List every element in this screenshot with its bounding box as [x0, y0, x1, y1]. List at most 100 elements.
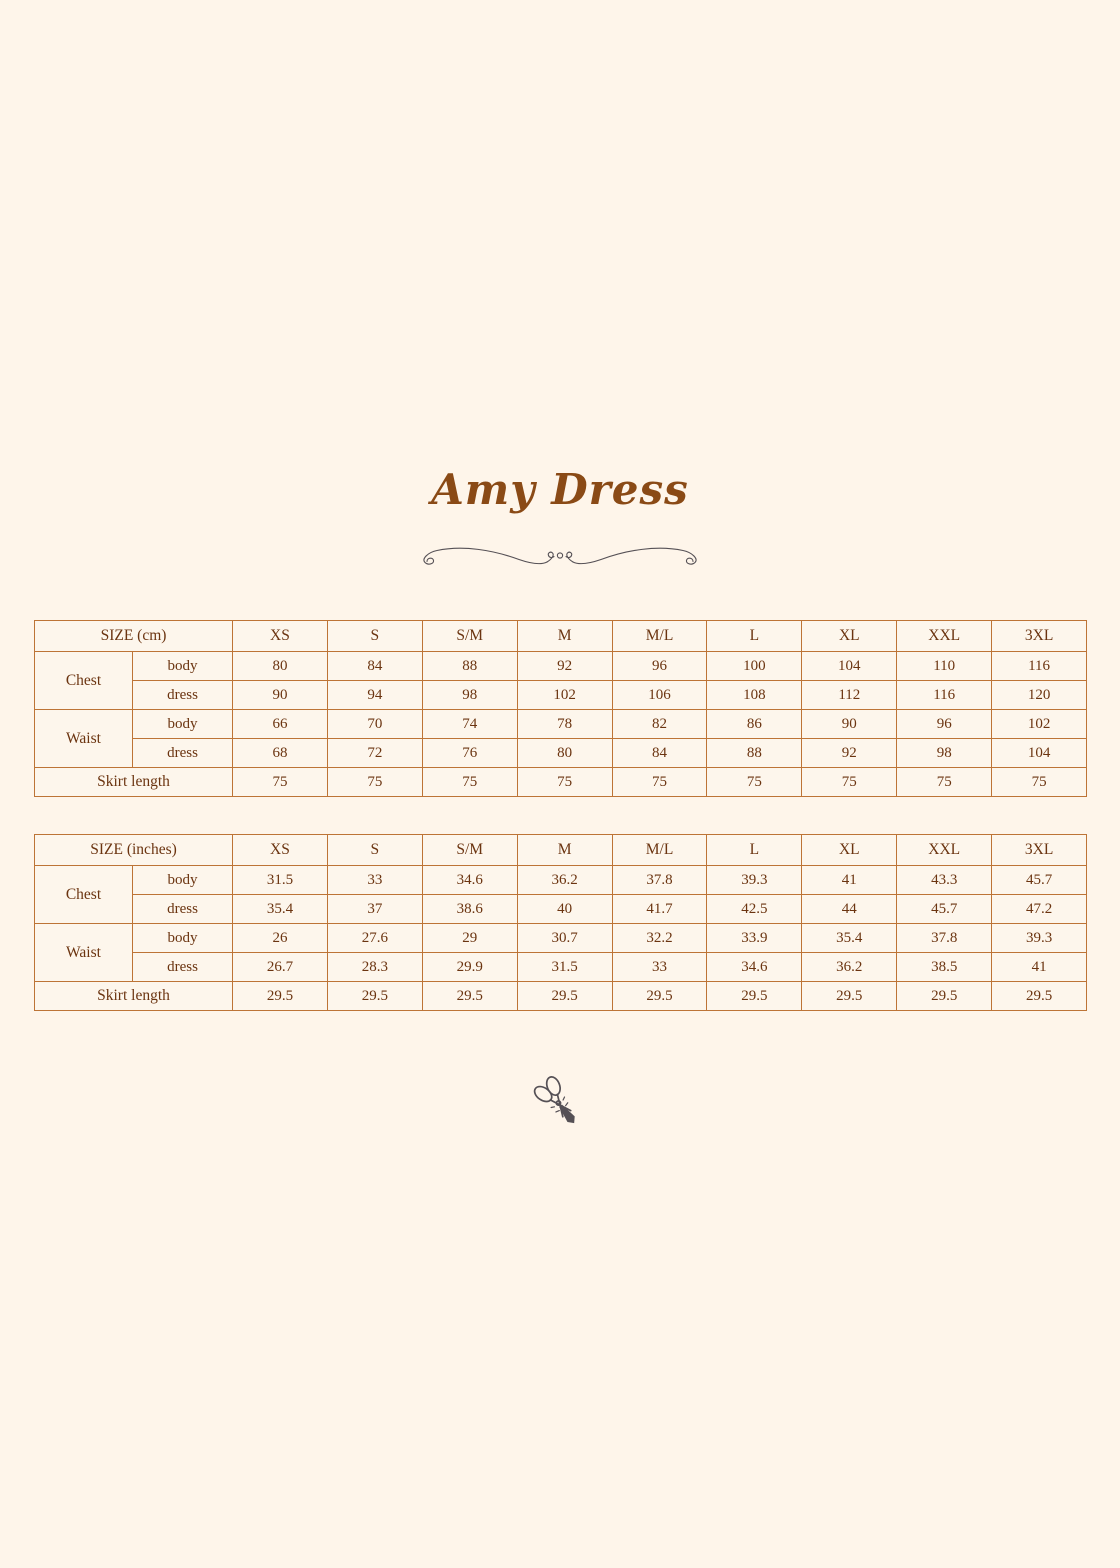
- measurement-value: 38.6: [421, 894, 518, 924]
- measurement-value: 37.8: [611, 865, 708, 895]
- measurement-value: 26: [232, 923, 328, 953]
- size-column-header: XS: [232, 620, 328, 652]
- measurement-value: 34.6: [421, 865, 518, 895]
- measurement-value: 75: [421, 767, 518, 797]
- measurement-value: 100: [706, 651, 803, 681]
- measurement-value: 26.7: [232, 952, 328, 982]
- measurement-value: 31.5: [516, 952, 613, 982]
- measurement-value: 33: [326, 865, 423, 895]
- measurement-value: 98: [421, 680, 518, 710]
- measurement-value: 44: [801, 894, 898, 924]
- measurement-value: 34.6: [706, 952, 803, 982]
- measurement-value: 94: [326, 680, 423, 710]
- measurement-group-label: Waist: [34, 923, 133, 982]
- measurement-value: 84: [326, 651, 423, 681]
- measurement-value: 110: [896, 651, 993, 681]
- table-row: Chest body 31.5 33 34.6 36.2 37.8 39.3 4…: [34, 865, 1088, 924]
- measurement-sub-label: dress: [131, 738, 234, 768]
- table-row: Skirt length 75 75 75 75 75 75 75 75 75: [33, 767, 1088, 797]
- measurement-value: 106: [611, 680, 708, 710]
- measurement-value: 78: [516, 709, 613, 739]
- measurement-value: 96: [611, 651, 708, 681]
- skirt-length-label: Skirt length: [33, 981, 234, 1011]
- measurement-value: 38.5: [896, 952, 993, 982]
- measurement-value: 29.5: [421, 981, 518, 1011]
- table-header-row: SIZE (inches) XS S S/M M M/L L XL XXL 3X…: [33, 834, 1088, 866]
- measurement-value: 70: [326, 709, 423, 739]
- measurement-value: 36.2: [801, 952, 898, 982]
- measurement-value: 88: [706, 738, 803, 768]
- measurement-value: 116: [991, 651, 1088, 681]
- measurement-value: 30.7: [516, 923, 613, 953]
- measurement-value: 68: [232, 738, 328, 768]
- measurement-value: 116: [896, 680, 993, 710]
- measurement-value: 47.2: [991, 894, 1088, 924]
- measurement-value: 88: [421, 651, 518, 681]
- table-row: dress 35.4 37 38.6 40 41.7 42.5 44 45.7 …: [35, 894, 1088, 924]
- measurement-sub-label: body: [131, 651, 234, 681]
- measurement-value: 80: [232, 651, 328, 681]
- size-table-cm: SIZE (cm) XS S S/M M M/L L XL XXL 3XL Ch…: [33, 620, 1088, 797]
- size-column-header: XL: [801, 834, 898, 866]
- measurement-value: 108: [706, 680, 803, 710]
- size-column-header: S/M: [421, 620, 518, 652]
- measurement-value: 66: [232, 709, 328, 739]
- measurement-value: 75: [706, 767, 803, 797]
- measurement-value: 75: [611, 767, 708, 797]
- size-column-header: M/L: [611, 620, 708, 652]
- measurement-value: 75: [516, 767, 613, 797]
- measurement-value: 29.5: [611, 981, 708, 1011]
- table-row: Skirt length 29.5 29.5 29.5 29.5 29.5 29…: [33, 981, 1088, 1011]
- size-column-header: 3XL: [991, 620, 1088, 652]
- measurement-value: 41.7: [611, 894, 708, 924]
- measurement-sub-label: dress: [131, 894, 234, 924]
- measurement-value: 43.3: [896, 865, 993, 895]
- measurement-value: 42.5: [706, 894, 803, 924]
- measurement-value: 92: [516, 651, 613, 681]
- measurement-value: 74: [421, 709, 518, 739]
- size-column-header: S: [326, 620, 423, 652]
- measurement-value: 75: [801, 767, 898, 797]
- measurement-value: 36.2: [516, 865, 613, 895]
- size-table-inches: SIZE (inches) XS S S/M M M/L L XL XXL 3X…: [33, 834, 1088, 1011]
- size-column-header: XS: [232, 834, 328, 866]
- measurement-value: 29.5: [801, 981, 898, 1011]
- table-row: dress 68 72 76 80 84 88 92 98 104: [35, 738, 1088, 768]
- unit-header: SIZE (inches): [33, 834, 234, 866]
- size-column-header: M/L: [611, 834, 708, 866]
- measurement-value: 35.4: [232, 894, 328, 924]
- measurement-value: 35.4: [801, 923, 898, 953]
- measurement-value: 104: [991, 738, 1088, 768]
- measurement-value: 75: [896, 767, 993, 797]
- measurement-value: 98: [896, 738, 993, 768]
- measurement-value: 72: [326, 738, 423, 768]
- size-column-header: L: [706, 834, 803, 866]
- table-row: dress 90 94 98 102 106 108 112 116 120: [35, 680, 1088, 710]
- measurement-value: 75: [326, 767, 423, 797]
- measurement-value: 80: [516, 738, 613, 768]
- measurement-value: 29.5: [896, 981, 993, 1011]
- size-column-header: S/M: [421, 834, 518, 866]
- measurement-sub-label: body: [131, 923, 234, 953]
- skirt-length-label: Skirt length: [33, 767, 234, 797]
- measurement-value: 31.5: [232, 865, 328, 895]
- measurement-value: 82: [611, 709, 708, 739]
- measurement-sub-label: dress: [131, 952, 234, 982]
- size-column-header: L: [706, 620, 803, 652]
- page-title: Amy Dress: [431, 465, 689, 514]
- measurement-value: 96: [896, 709, 993, 739]
- measurement-group-label: Chest: [34, 651, 133, 710]
- size-column-header: S: [326, 834, 423, 866]
- measurement-value: 27.6: [326, 923, 423, 953]
- measurement-value: 90: [232, 680, 328, 710]
- measurement-value: 37: [326, 894, 423, 924]
- measurement-value: 32.2: [611, 923, 708, 953]
- measurement-sub-label: body: [131, 865, 234, 895]
- measurement-value: 86: [706, 709, 803, 739]
- size-column-header: XXL: [896, 620, 993, 652]
- measurement-value: 76: [421, 738, 518, 768]
- size-column-header: XL: [801, 620, 898, 652]
- measurement-value: 92: [801, 738, 898, 768]
- measurement-value: 37.8: [896, 923, 993, 953]
